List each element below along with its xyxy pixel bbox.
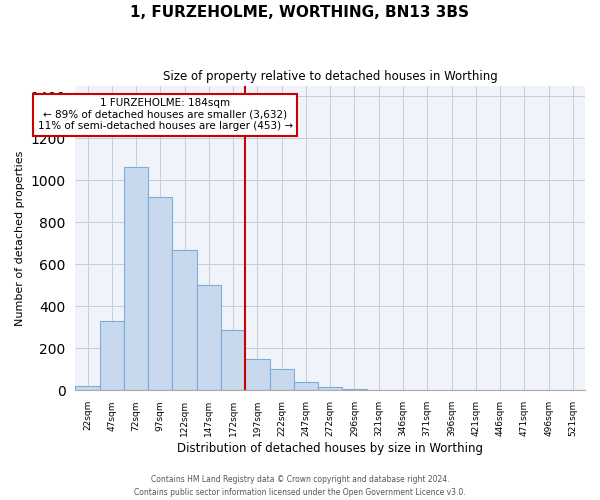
Bar (245, 359, 269, 390)
Bar (76, 386, 100, 390)
Text: 1, FURZEHOLME, WORTHING, BN13 3BS: 1, FURZEHOLME, WORTHING, BN13 3BS (131, 5, 470, 20)
Bar (269, 370, 294, 390)
Bar (318, 387, 343, 390)
Bar (343, 388, 367, 390)
Bar (294, 382, 318, 390)
Bar (172, 250, 197, 390)
X-axis label: Distribution of detached houses by size in Worthing: Distribution of detached houses by size … (177, 442, 483, 455)
Text: Contains HM Land Registry data © Crown copyright and database right 2024.
Contai: Contains HM Land Registry data © Crown c… (134, 476, 466, 497)
Text: 1 FURZEHOLME: 184sqm
← 89% of detached houses are smaller (3,632)
11% of semi-de: 1 FURZEHOLME: 184sqm ← 89% of detached h… (38, 98, 293, 132)
Title: Size of property relative to detached houses in Worthing: Size of property relative to detached ho… (163, 70, 497, 83)
Bar (124, 167, 148, 390)
Bar (148, 197, 172, 390)
Y-axis label: Number of detached properties: Number of detached properties (15, 150, 25, 326)
Bar (197, 285, 221, 391)
Bar (221, 330, 245, 390)
Bar (100, 320, 124, 390)
